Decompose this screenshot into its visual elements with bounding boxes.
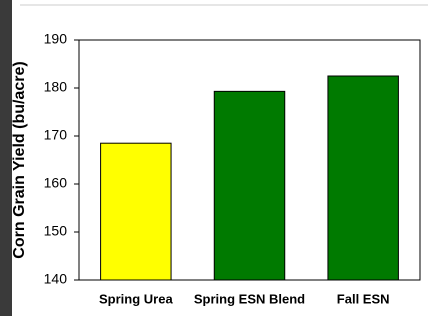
y-tick-label: 170 (44, 127, 68, 143)
x-tick-label: Fall ESN (337, 291, 390, 306)
y-tick-label: 160 (44, 175, 68, 191)
x-tick-label: Spring ESN Blend (194, 291, 305, 306)
y-tick-label: 180 (44, 79, 68, 95)
chart: Corn Grain Yield (bu/acre) 140 150 160 170 1… (0, 0, 428, 316)
bar (214, 91, 284, 280)
photo-strip (0, 0, 12, 316)
y-tick-label: 150 (44, 223, 68, 239)
y-tick-label: 140 (44, 271, 68, 287)
y-tick-label: 190 (44, 31, 68, 47)
bar (328, 76, 398, 280)
y-axis-label: Corn Grain Yield (bu/acre) (11, 61, 28, 258)
x-tick-label: Spring Urea (99, 291, 173, 306)
bar (101, 143, 171, 280)
page: {"chart_data": {"type": "bar", "y_label"… (0, 0, 428, 316)
